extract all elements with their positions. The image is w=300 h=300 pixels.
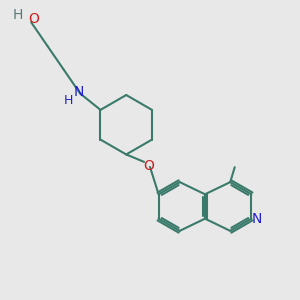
Text: H: H xyxy=(13,8,23,22)
Text: N: N xyxy=(251,212,262,226)
Text: O: O xyxy=(143,159,154,173)
Text: H: H xyxy=(64,94,74,106)
Text: O: O xyxy=(28,12,39,26)
Text: N: N xyxy=(74,85,84,99)
